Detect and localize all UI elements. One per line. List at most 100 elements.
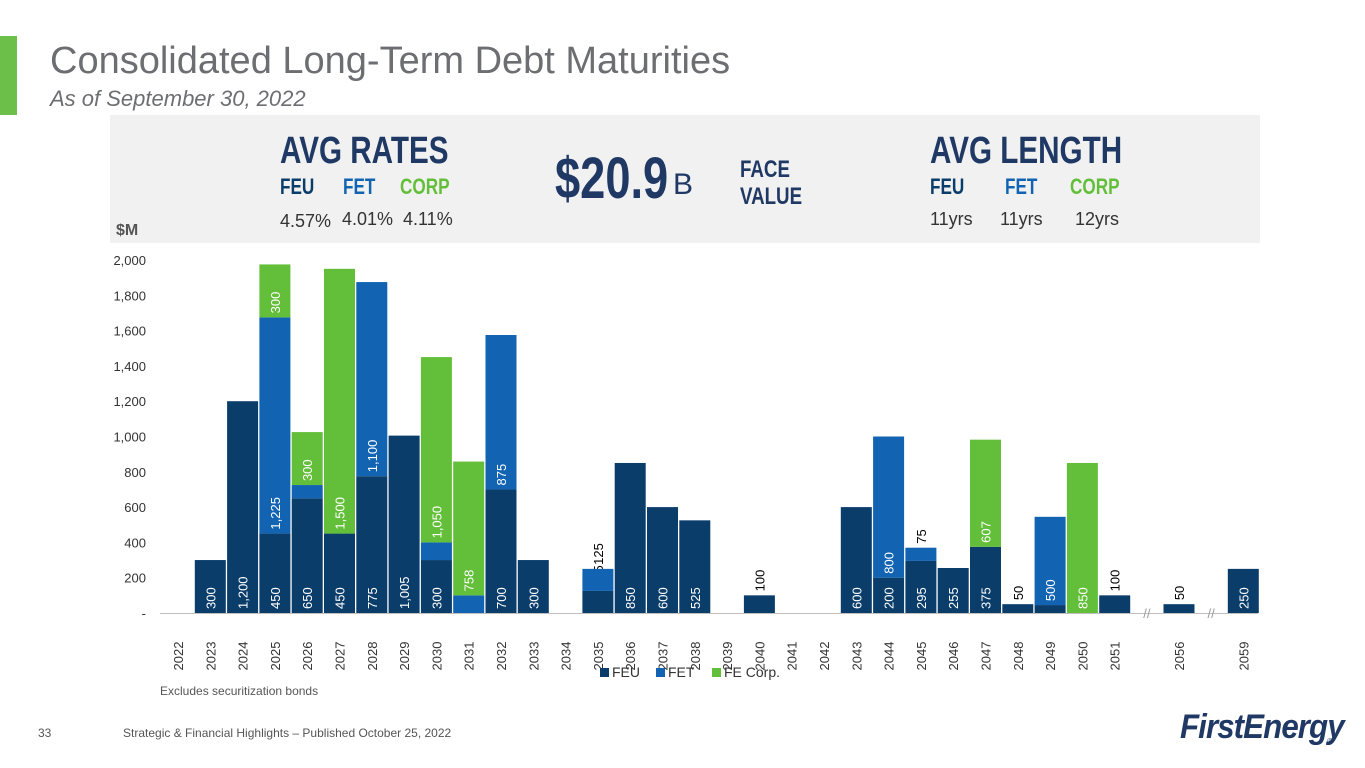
x-tick-label-2033: 2033	[526, 642, 541, 671]
bar-fecorp-2025	[259, 264, 291, 318]
x-tick-label-2032: 2032	[494, 642, 509, 671]
data-label-feu-2051: 100	[1108, 570, 1123, 592]
bar-fet-2030	[420, 542, 452, 561]
avg-rates-corp-label: CORP	[400, 174, 450, 199]
y-axis-unit-label: $M	[116, 222, 139, 239]
data-label-feu-2037: 600	[656, 587, 671, 609]
data-label-fet-2028: 1,100	[365, 440, 380, 473]
face-value-unit: B	[673, 168, 694, 201]
data-label-feu-2030: 300	[429, 587, 444, 609]
bar-feu-2023	[194, 560, 226, 613]
y-tick-label: 200	[124, 571, 146, 586]
bar-fet-2032	[485, 335, 517, 490]
data-label-feu-2056: 50	[1172, 586, 1187, 600]
avg-length-corp-value: 12yrs	[1075, 209, 1120, 229]
x-tick-label-2031: 2031	[462, 642, 477, 671]
data-label-fecorp-2031: 758	[462, 570, 477, 592]
page-title: Consolidated Long-Term Debt Maturities	[50, 40, 731, 82]
footnote: Excludes securitization bonds	[160, 684, 319, 698]
data-label-fet-2049: 500	[1043, 579, 1058, 601]
bar-feu-2024	[227, 401, 259, 613]
legend-swatch-feu	[600, 668, 609, 677]
bar-feu-2026	[291, 498, 323, 613]
bar-feu-2037	[647, 507, 678, 613]
face-value-label-1: FACE	[740, 156, 790, 183]
bar-feu-2030	[420, 560, 452, 613]
data-label-feu-2044: 200	[882, 587, 897, 609]
y-tick-label: 2,000	[113, 253, 146, 268]
y-tick-label: 600	[124, 500, 146, 515]
x-tick-label-2039: 2039	[720, 642, 735, 671]
x-tick-label-2025: 2025	[268, 642, 283, 671]
x-tick-label-2034: 2034	[559, 642, 574, 671]
bar-fet-2031	[453, 595, 485, 613]
x-tick-label-2048: 2048	[1011, 642, 1026, 671]
avg-length-fet-value: 11yrs	[1000, 209, 1043, 229]
bar-fecorp-2026	[291, 432, 323, 486]
bar-fet-2044	[873, 436, 905, 578]
bar-fet-2025	[259, 317, 291, 534]
x-tick-label-2023: 2023	[203, 642, 218, 671]
x-tick-label-2024: 2024	[236, 642, 251, 671]
data-label-fet-2035: 125	[591, 543, 606, 565]
bar-feu-2032	[485, 489, 517, 613]
data-label-feu-2040: 100	[752, 570, 767, 592]
y-tick-label: 400	[124, 535, 146, 550]
bar-feu-2029	[388, 435, 420, 613]
bar-fet-2049	[1034, 516, 1066, 606]
bar-feu-2044	[873, 577, 905, 613]
data-label-feu-2033: 300	[526, 587, 541, 609]
x-tick-label-2040: 2040	[752, 642, 767, 671]
data-label-feu-2036: 850	[623, 587, 638, 609]
x-tick-label-2059: 2059	[1236, 642, 1251, 671]
bar-fet-2028	[356, 282, 388, 477]
x-tick-label-2038: 2038	[688, 642, 703, 671]
bar-feu-2043	[840, 507, 872, 613]
data-label-feu-2026: 650	[300, 587, 315, 609]
x-tick-label-2049: 2049	[1043, 642, 1058, 671]
y-tick-label: 1,600	[113, 324, 146, 339]
avg-length-feu-value: 11yrs	[930, 209, 973, 229]
data-label-feu-2038: 525	[688, 587, 703, 609]
x-tick-label-2045: 2045	[914, 642, 929, 671]
bar-fecorp-2047	[970, 439, 1001, 547]
face-value-amount: $20.9	[555, 146, 669, 211]
x-tick-label-2030: 2030	[429, 642, 444, 671]
bar-feu-2036	[614, 462, 646, 613]
y-tick-label: 1,400	[113, 359, 146, 374]
y-tick-label: 1,200	[113, 394, 146, 409]
x-tick-label-2046: 2046	[946, 642, 961, 671]
x-tick-label-2042: 2042	[817, 642, 832, 671]
data-label-feu-2043: 600	[849, 587, 864, 609]
bar-feu-2049	[1034, 605, 1066, 613]
bar-fecorp-2050	[1066, 462, 1098, 613]
x-tick-label-2041: 2041	[785, 642, 800, 671]
bar-fet-2035	[582, 568, 614, 591]
x-tick-label-2036: 2036	[623, 642, 638, 671]
bar-feu-2025	[259, 533, 291, 613]
data-label-fet-2025: 1,225	[268, 497, 283, 530]
avg-rate-corp-value: 4.11%	[403, 209, 453, 229]
avg-rates-fet-label: FET	[343, 174, 376, 199]
data-label-fecorp-2030: 1,050	[429, 506, 444, 539]
y-tick-label: -	[142, 606, 146, 621]
bar-feu-2059	[1227, 568, 1259, 613]
avg-length-feu-label: FEU	[930, 174, 965, 199]
data-label-feu-2029: 1,005	[397, 576, 412, 609]
x-tick-label-2035: 2035	[591, 642, 606, 671]
data-label-fecorp-2027: 1,500	[333, 497, 348, 530]
x-tick-label-2047: 2047	[979, 642, 994, 671]
avg-length-corp-label: CORP	[1070, 174, 1120, 199]
legend-label-fecorp: FE Corp.	[724, 664, 780, 680]
x-tick-label-2029: 2029	[397, 642, 412, 671]
axis-break-mark: //	[1208, 606, 1216, 621]
avg-rate-fet-value: 4.01%	[342, 209, 394, 229]
x-tick-label-2022: 2022	[171, 642, 186, 671]
legend-label-fet: FET	[668, 664, 695, 680]
bar-fecorp-2030	[420, 357, 452, 543]
x-tick-label-2044: 2044	[882, 642, 897, 671]
bar-feu-2035	[582, 590, 614, 613]
legend-swatch-fecorp	[712, 668, 721, 677]
data-label-fecorp-2050: 850	[1075, 587, 1090, 609]
y-tick-label: 1,800	[113, 288, 146, 303]
